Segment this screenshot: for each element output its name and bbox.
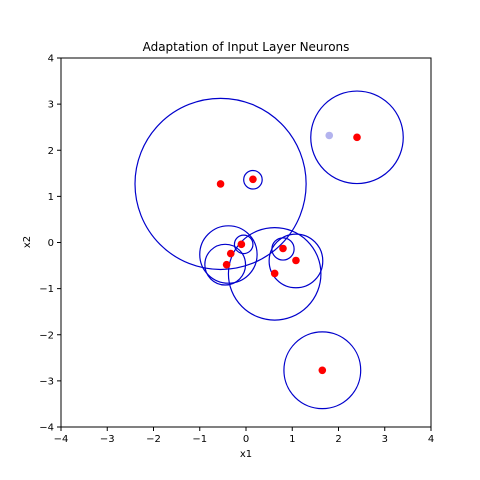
x-tick-label: −2 — [146, 434, 161, 445]
neuron-center-point — [249, 175, 257, 184]
y-tick-label: −4 — [39, 423, 54, 434]
neuron-center-point — [279, 244, 287, 253]
y-tick-label: 4 — [48, 54, 54, 65]
neuron-radius-circle — [268, 233, 324, 289]
neuron-center-point — [216, 180, 225, 188]
y-tick-label: 2 — [48, 146, 54, 157]
neuron-center-point — [222, 260, 231, 269]
x-tick-label: 1 — [289, 434, 295, 445]
plot-area — [60, 57, 432, 428]
neuron-center-point — [237, 240, 246, 249]
x-tick-label: 2 — [335, 434, 341, 445]
neuron-center-point — [292, 256, 300, 265]
x-axis: −4 −3 −2 −1 0 1 2 3 4 — [54, 427, 434, 445]
chart-title: Adaptation of Input Layer Neurons — [143, 40, 350, 54]
neuron-radius-circle — [243, 169, 263, 190]
y-tick-label: 3 — [48, 100, 54, 111]
y-tick-label: 1 — [48, 192, 54, 203]
neuron-radius-circle — [310, 90, 404, 185]
y-tick-label: −3 — [39, 376, 54, 387]
x-tick-label: −3 — [100, 434, 115, 445]
chart-marks — [134, 90, 404, 410]
y-tick-label: −1 — [39, 284, 54, 295]
neuron-center-point — [353, 133, 361, 142]
y-tick-label: −2 — [39, 330, 54, 341]
x-axis-label: x1 — [240, 449, 252, 460]
neuron-radius-circle — [227, 227, 322, 321]
x-tick-label: 3 — [382, 434, 388, 445]
neuron-radius-circle — [283, 331, 362, 410]
neuron-radius-circle — [199, 225, 258, 284]
neuron-radius-circle — [134, 97, 307, 271]
x-tick-label: −1 — [192, 434, 207, 445]
y-tick-label: 0 — [48, 238, 54, 249]
neuron-center-point — [226, 249, 235, 258]
y-axis-label: x2 — [22, 236, 33, 248]
neuron-center-point — [318, 366, 327, 375]
x-tick-label: 0 — [243, 434, 249, 445]
x-tick-label: −4 — [54, 434, 69, 445]
neuron-radius-circle — [204, 243, 247, 286]
neuron-radius-circle — [233, 234, 254, 255]
y-axis: −4 −3 −2 −1 0 1 2 3 4 — [39, 54, 61, 434]
input-sample-point — [325, 131, 334, 140]
neuron-center-point — [270, 269, 279, 278]
x-tick-label: 4 — [428, 434, 434, 445]
